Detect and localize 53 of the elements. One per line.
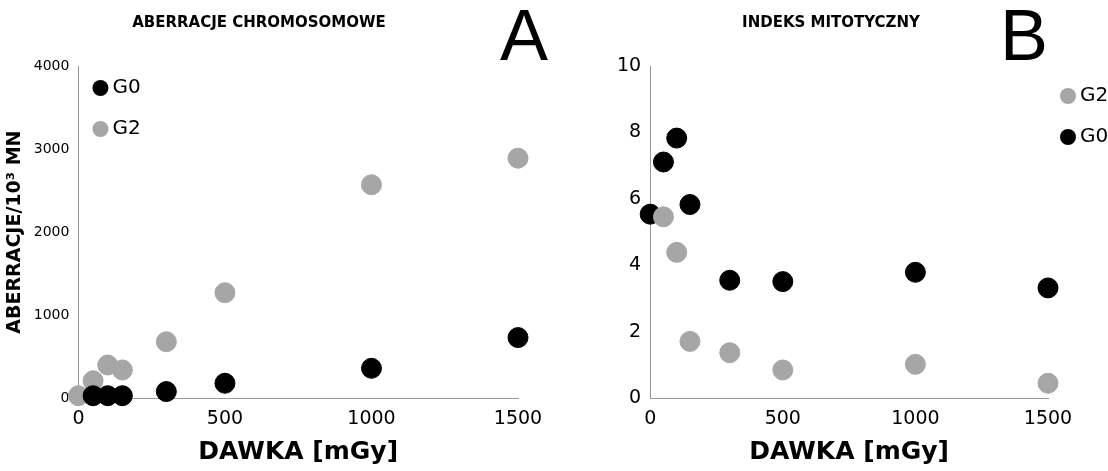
point [666, 241, 688, 263]
point [214, 372, 236, 394]
point [360, 174, 382, 196]
x-tick-label: 1500 [1023, 405, 1073, 428]
legend-label: G2 [1080, 82, 1108, 107]
point [904, 353, 926, 375]
point [652, 151, 674, 173]
point [679, 330, 701, 352]
y-tick-label: 2 [629, 318, 642, 341]
point [214, 282, 236, 304]
point [772, 271, 794, 293]
x-tick-label: 0 [72, 405, 85, 428]
point [679, 194, 701, 216]
y-tick-label: 4000 [33, 56, 70, 73]
y-axis-title: ABERRACJE/10³ MN [2, 130, 25, 334]
point [155, 331, 177, 353]
legend-label: G0 [1080, 123, 1108, 148]
y-tick-label: 0 [60, 388, 70, 405]
point [652, 206, 674, 228]
y-tick-label: 1000 [33, 305, 70, 322]
point [111, 359, 133, 381]
x-tick-label: 1000 [347, 405, 396, 428]
y-tick-label: 10 [616, 52, 642, 75]
point [666, 127, 688, 149]
y-tick-label: 4 [629, 252, 642, 275]
point [155, 381, 177, 403]
y-tick-label: 0 [629, 385, 642, 408]
point [719, 269, 741, 291]
point [719, 342, 741, 364]
point [507, 147, 529, 169]
x-axis-title: DAWKA [mGy] [198, 435, 399, 465]
y-tick-label: 2000 [33, 222, 70, 239]
x-tick-label: 1000 [891, 405, 940, 428]
x-tick-label: 500 [206, 405, 244, 428]
point [507, 327, 529, 349]
x-tick-label: 500 [764, 405, 801, 428]
y-tick-label: 8 [629, 119, 642, 142]
point [1037, 277, 1059, 299]
point [360, 357, 382, 379]
legend-label: G0 [112, 74, 141, 99]
point [772, 359, 794, 381]
legend-label: G2 [112, 115, 141, 140]
x-tick-label: 0 [644, 405, 657, 428]
x-axis-title: DAWKA [mGy] [749, 435, 949, 465]
point [1037, 372, 1059, 394]
chart-title: ABERRACJE CHROMOSOMOWE [132, 12, 386, 31]
point [904, 261, 926, 283]
chart-title: INDEKS MITOTYCZNY [742, 12, 922, 31]
annotation: B [999, 0, 1048, 75]
annotation: A [499, 0, 548, 75]
y-tick-label: 3000 [33, 139, 70, 156]
y-tick-label: 6 [629, 185, 642, 208]
x-tick-label: 1500 [493, 405, 543, 428]
